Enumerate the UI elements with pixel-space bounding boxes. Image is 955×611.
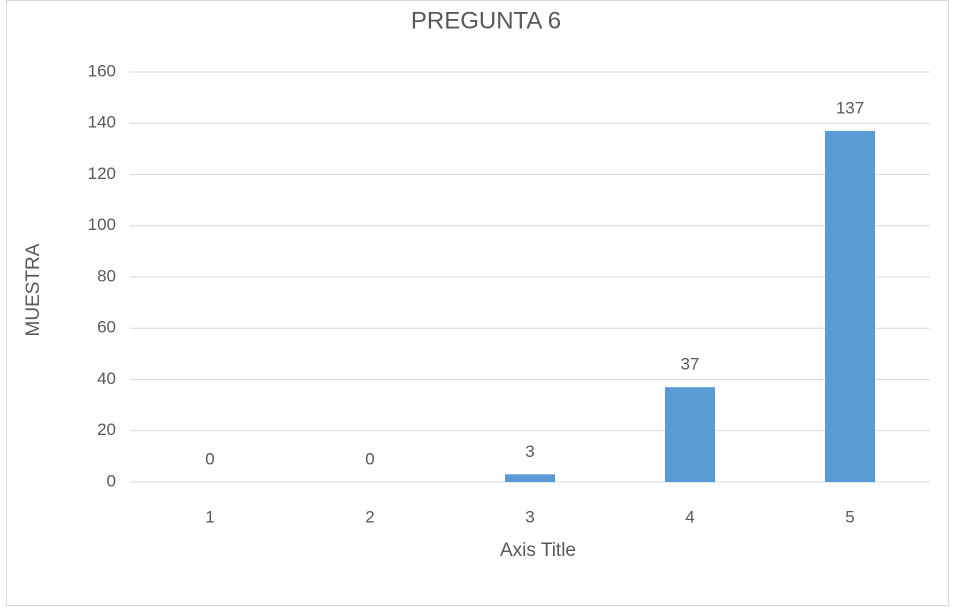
y-tick-label: 160 bbox=[88, 61, 116, 80]
x-tick-label: 3 bbox=[525, 507, 534, 526]
chart-border bbox=[6, 0, 949, 606]
data-label: 3 bbox=[525, 442, 534, 461]
data-label: 137 bbox=[836, 98, 864, 117]
y-tick-label: 20 bbox=[97, 420, 116, 439]
x-tick-label: 5 bbox=[845, 507, 854, 526]
bar bbox=[825, 130, 875, 482]
data-label: 0 bbox=[365, 449, 374, 468]
y-tick-label: 60 bbox=[97, 318, 116, 337]
y-tick-label: 120 bbox=[88, 164, 116, 183]
y-tick-label: 0 bbox=[107, 471, 116, 490]
x-tick-label: 1 bbox=[205, 507, 214, 526]
bar bbox=[505, 474, 555, 482]
y-tick-label: 80 bbox=[97, 266, 116, 285]
data-label: 0 bbox=[205, 449, 214, 468]
x-axis-title: Axis Title bbox=[500, 540, 576, 561]
x-tick-label: 2 bbox=[365, 507, 374, 526]
y-tick-label: 100 bbox=[88, 215, 116, 234]
y-axis-title: MUESTRA bbox=[23, 243, 44, 336]
y-tick-label: 140 bbox=[88, 113, 116, 132]
bar bbox=[665, 387, 715, 482]
x-tick-label: 4 bbox=[685, 507, 694, 526]
chart-title: PREGUNTA 6 bbox=[411, 7, 561, 34]
data-label: 37 bbox=[681, 355, 700, 374]
y-tick-label: 40 bbox=[97, 369, 116, 388]
